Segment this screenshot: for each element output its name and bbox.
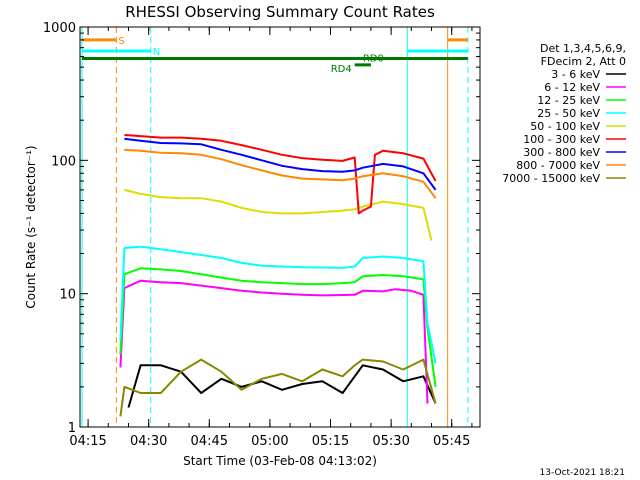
x-tick-label-0: 04:15 [69,434,106,449]
legend-label-0: 3 - 6 keV [551,68,600,81]
y-tick-label-2: 100 [51,154,76,169]
x-tick-label-2: 04:45 [191,434,228,449]
footer-date: 13-Oct-2021 18:21 [540,468,625,478]
annotation-rd0-label: RD0 [363,54,384,65]
x-tick-label-6: 05:45 [433,434,470,449]
x-tick-label-3: 05:00 [251,434,288,449]
y-tick-label-1: 10 [59,288,76,303]
legend-header-line-1: Det 1,3,4,5,6,9, [540,42,626,55]
series-line-4 [124,188,433,241]
series-line-2 [119,267,437,388]
series-line-1 [119,279,429,404]
series-line-7 [124,148,437,199]
legend-label-5: 100 - 300 keV [523,133,600,146]
legend-label-3: 25 - 50 keV [537,107,600,120]
plot-area: S N RD0 RD4 1 10 100 1000 04:15 04:30 04:45 05:00 05… [43,21,481,449]
series-line-8 [119,358,437,417]
annotation-n-label: N [153,47,160,58]
legend-label-6: 300 - 800 keV [523,146,600,159]
legend-header-line-2: FDecim 2, Att 0 [541,55,626,68]
y-tick-label-3: 1000 [43,21,76,36]
x-tick-label-1: 04:30 [130,434,167,449]
legend-label-4: 50 - 100 keV [530,120,600,133]
x-tick-label-5: 05:30 [372,434,409,449]
chart-title: RHESSI Observing Summary Count Rates [125,3,435,21]
series-line-3 [119,245,437,364]
x-axis-title: Start Time (03-Feb-08 04:13:02) [183,454,377,468]
legend-label-1: 6 - 12 keV [544,81,600,94]
x-tick-label-4: 05:15 [312,434,349,449]
annotation-s-label: S [118,36,124,47]
y-tick-label-0: 1 [68,421,76,436]
legend-label-2: 12 - 25 keV [537,94,600,107]
legend: Det 1,3,4,5,6,9, FDecim 2, Att 0 3 - 6 k… [502,42,626,185]
plot-frame [79,26,481,428]
annotation-rd4-label: RD4 [331,64,352,75]
y-axis-title: Count Rate (s⁻¹ detector⁻¹) [24,145,38,308]
legend-label-7: 800 - 7000 keV [516,159,600,172]
series-line-6 [124,137,437,191]
series-line-5 [124,134,437,215]
legend-label-8: 7000 - 15000 keV [502,172,600,185]
series-line-0 [127,364,437,408]
